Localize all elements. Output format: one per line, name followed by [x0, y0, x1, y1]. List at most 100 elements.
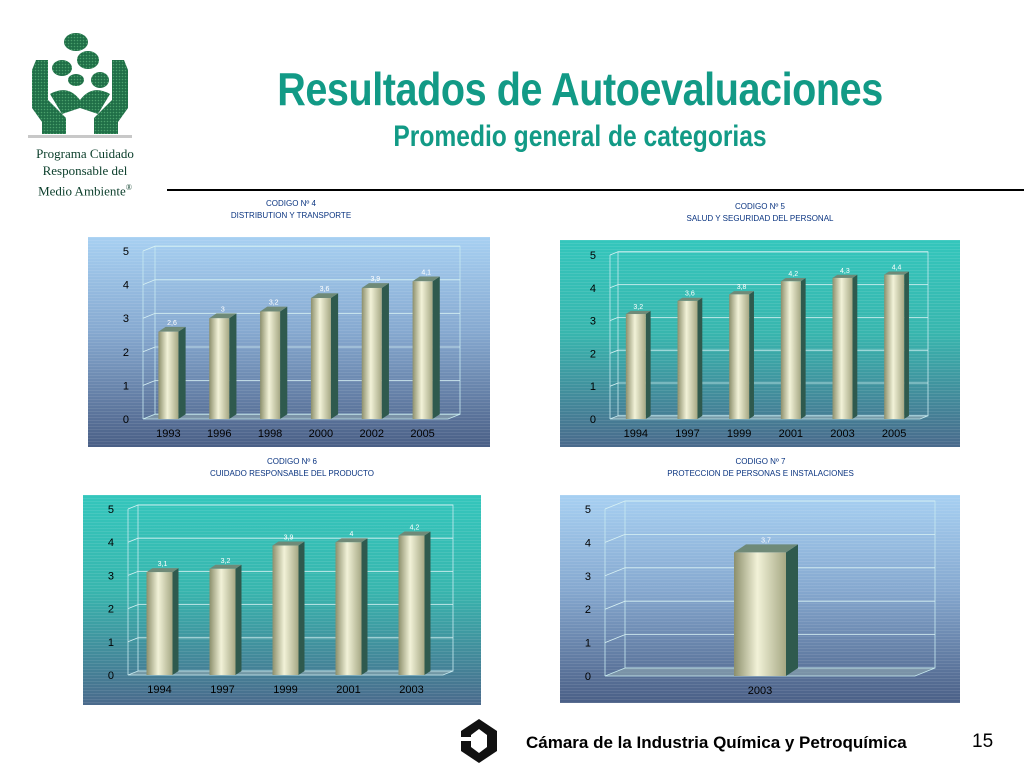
- gridline: [609, 251, 928, 256]
- bar: [780, 281, 801, 419]
- bar: [677, 300, 698, 419]
- program-line-3: Medio Ambiente®: [10, 179, 160, 199]
- bar-data-label: 3,9: [370, 276, 380, 283]
- bar-side: [697, 297, 703, 419]
- bar-top: [310, 293, 339, 299]
- bar: [209, 568, 236, 675]
- bar: [209, 318, 230, 419]
- bar-side: [381, 283, 389, 419]
- bar: [729, 294, 750, 419]
- x-tick-label: 2005: [882, 428, 906, 440]
- bar-top: [398, 531, 431, 536]
- program-name: Programa Cuidado Responsable del Medio A…: [10, 145, 160, 199]
- program-line-1: Programa Cuidado: [36, 146, 134, 161]
- x-tick-label: 1994: [147, 684, 171, 696]
- gridline: [142, 245, 460, 252]
- bar-data-label: 4,4: [892, 264, 902, 271]
- page-title: Resultados de Autoevaluaciones: [277, 63, 883, 115]
- bar-side: [229, 313, 237, 419]
- bar: [884, 274, 905, 419]
- x-tick-label: 1997: [210, 684, 234, 696]
- x-tick-label: 2002: [360, 428, 384, 440]
- bar-data-label: 3,6: [320, 286, 330, 293]
- x-tick-label: 1997: [675, 428, 699, 440]
- bar-side: [280, 306, 288, 419]
- bar-data-label: 4,1: [421, 269, 431, 276]
- gridline: [609, 284, 928, 289]
- bar-side: [432, 276, 440, 419]
- bar-top: [832, 274, 858, 278]
- x-tick-label: 2001: [336, 684, 360, 696]
- bar-side: [330, 293, 339, 419]
- bar-data-label: 3,1: [158, 561, 168, 568]
- bar: [361, 287, 382, 419]
- bar-data-label: 3,9: [284, 535, 294, 542]
- bar-top: [677, 297, 703, 301]
- gridline: [604, 567, 935, 577]
- bar: [625, 314, 646, 419]
- chart-1-title: CODIGO Nº 4: [265, 199, 317, 208]
- gridline: [142, 279, 460, 285]
- bar-data-label: 3,6: [685, 291, 695, 298]
- bar-data-label: 3,8: [737, 284, 747, 291]
- gridline: [127, 504, 453, 510]
- y-tick-label: 2: [108, 604, 114, 616]
- bar-top: [158, 326, 186, 332]
- gridline: [609, 317, 928, 321]
- chart-2-salud-seguridad: 0 1 2 3 4 5 3,2 1994 3,6 1997 3,8 1999 4,2 2001 4,3 200…: [560, 240, 960, 447]
- bar-data-label: 4,3: [840, 268, 850, 275]
- bar-side: [235, 564, 242, 675]
- chart-2-subtitle: SALUD Y SEGURIDAD DEL PERSONAL: [686, 214, 834, 223]
- x-tick-label: 2005: [410, 428, 434, 440]
- gridline: [609, 349, 928, 354]
- x-tick-label: 2003: [399, 684, 423, 696]
- y-tick-label: 0: [585, 671, 591, 683]
- bar-top: [209, 564, 242, 569]
- bar: [272, 545, 299, 675]
- chart-3-subtitle: CUIDADO RESPONSABLE DEL PRODUCTO: [209, 469, 375, 478]
- chart-2-title: CODIGO Nº 5: [734, 202, 786, 211]
- y-tick-label: 4: [123, 280, 129, 292]
- y-tick-label: 5: [108, 504, 114, 516]
- y-tick-label: 4: [108, 537, 114, 549]
- x-tick-label: 2003: [748, 685, 772, 697]
- y-tick-label: 3: [585, 571, 591, 583]
- responsible-care-logo: [28, 33, 132, 138]
- y-tick-label: 2: [585, 604, 591, 616]
- chart-4-subtitle: PROTECCION DE PERSONAS E INSTALACIONES: [667, 469, 854, 478]
- bar-data-label: 3,2: [269, 300, 279, 307]
- bar-data-label: 4,2: [788, 271, 798, 278]
- bar-data-label: 3: [221, 306, 225, 313]
- x-tick-label: 1996: [207, 428, 231, 440]
- bar-side: [172, 568, 179, 675]
- y-tick-label: 5: [123, 246, 129, 258]
- ciqyp-logo-icon: [461, 719, 497, 763]
- bar-top: [729, 291, 754, 295]
- bar-top: [209, 313, 237, 319]
- page-subtitle: Promedio general de categorias: [393, 120, 767, 153]
- bar-side: [178, 326, 186, 419]
- bar-side: [645, 310, 651, 419]
- bar: [412, 281, 433, 419]
- bar-side: [800, 278, 806, 419]
- header-divider: [167, 189, 1024, 191]
- chart-3-producto: 0 1 2 3 4 5 3,1 1994 3,2 1997 3,9 1999 4 2001 4,2 2003: [83, 495, 481, 705]
- bar-top: [625, 310, 651, 315]
- gridline: [142, 380, 460, 386]
- bar-data-label: 4,2: [410, 525, 420, 532]
- chart-4-title: CODIGO Nº 7: [735, 457, 786, 466]
- bar-data-label: 3,7: [761, 537, 771, 544]
- gridline: [604, 534, 935, 543]
- y-tick-label: 1: [108, 637, 114, 649]
- bar-top: [884, 271, 909, 275]
- chart-1-caption: CODIGO Nº 4 DISTRIBUTION Y TRANSPORTE: [196, 198, 386, 222]
- x-tick-label: 2000: [309, 428, 333, 440]
- bar-top: [734, 544, 798, 553]
- gridline: [604, 600, 935, 610]
- bar-side: [424, 531, 431, 675]
- chart-2-caption: CODIGO Nº 5 SALUD Y SEGURIDAD DEL PERSON…: [650, 201, 870, 225]
- y-tick-label: 5: [590, 250, 596, 262]
- bar-top: [272, 541, 305, 546]
- gridline: [604, 500, 935, 510]
- gridline: [142, 346, 460, 353]
